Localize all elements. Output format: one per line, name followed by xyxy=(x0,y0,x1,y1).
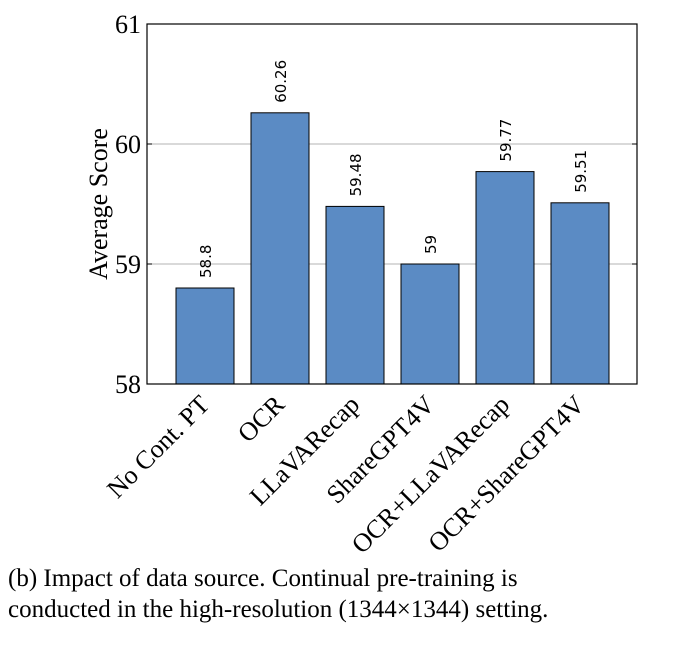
y-tick-label: 59 xyxy=(115,250,141,279)
x-tick-labels: No Cont. PT OCRLLaVARecapShareGPT4VOCR+LL… xyxy=(101,389,590,559)
bars xyxy=(175,112,610,385)
y-ticks: 58 59 60 61 xyxy=(115,10,637,399)
bar xyxy=(550,202,610,385)
value-label: 59.51 xyxy=(572,150,590,193)
y-tick-label: 58 xyxy=(115,370,141,399)
value-label: 58.8 xyxy=(197,245,215,278)
value-label: 59.77 xyxy=(497,119,515,162)
x-tick-label: OCR xyxy=(232,389,291,448)
bar xyxy=(175,287,235,385)
bar xyxy=(475,171,535,385)
x-tick-label: No Cont. PT xyxy=(101,390,215,504)
bar-chart: 58.8 60.26 59.48 59 59.77 59.51 58 59 60 61 No C… xyxy=(84,10,638,559)
value-label: 59.48 xyxy=(347,153,365,196)
bar xyxy=(325,205,385,385)
y-axis-label: Average Score xyxy=(84,128,113,280)
value-labels: 58.8 60.26 59.48 59 59.77 59.51 xyxy=(197,60,590,278)
value-label: 60.26 xyxy=(272,60,290,103)
y-tick-label: 61 xyxy=(115,10,141,39)
bar xyxy=(250,112,310,385)
plot-frame xyxy=(146,23,638,385)
bar xyxy=(400,263,460,385)
value-label: 59 xyxy=(422,235,440,254)
caption-line-1: (b) Impact of data source. Continual pre… xyxy=(8,565,518,592)
figure-caption: (b) Impact of data source. Continual pre… xyxy=(8,563,668,625)
y-tick-label: 60 xyxy=(115,130,141,159)
caption-line-2: conducted in the high-resolution (1344×1… xyxy=(8,596,549,623)
